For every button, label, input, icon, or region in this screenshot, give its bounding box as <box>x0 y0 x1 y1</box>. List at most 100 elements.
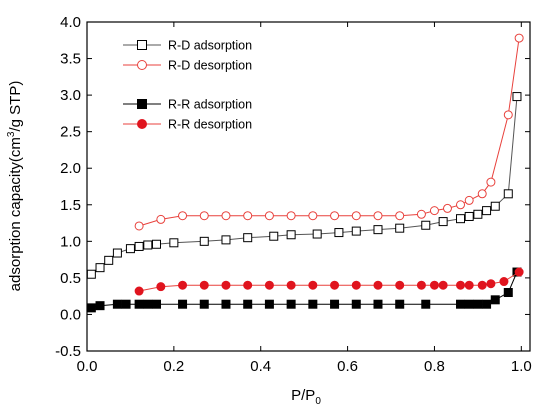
data-point-r-r-desorption <box>330 280 340 290</box>
data-point-r-r-adsorption <box>421 299 431 309</box>
data-point-r-r-adsorption <box>178 299 188 309</box>
y-axis-title-superscript: 3 <box>6 131 17 137</box>
data-point-r-r-adsorption <box>134 299 144 309</box>
data-point-r-d-desorption <box>221 211 231 221</box>
data-point-r-r-desorption <box>464 280 474 290</box>
legend-item-r-r-adsorption: R-R adsorption <box>123 98 252 112</box>
data-point-r-d-desorption <box>286 211 296 221</box>
data-point-r-r-desorption <box>308 280 318 290</box>
data-point-r-r-desorption <box>199 280 209 290</box>
data-point-r-d-adsorption <box>112 248 122 258</box>
data-point-r-r-adsorption <box>351 299 361 309</box>
data-point-r-r-desorption <box>351 280 361 290</box>
y-tick-label: 1.0 <box>60 233 81 250</box>
data-point-r-d-desorption <box>514 33 524 43</box>
data-point-r-d-desorption <box>503 110 513 120</box>
data-point-r-r-desorption <box>286 280 296 290</box>
series-r-d-adsorption <box>86 92 522 279</box>
data-point-r-r-adsorption <box>286 299 296 309</box>
data-point-r-r-desorption <box>499 277 509 287</box>
x-tick-label: 0.0 <box>77 358 98 375</box>
data-point-r-d-adsorption <box>334 228 344 238</box>
data-point-r-r-adsorption <box>330 299 340 309</box>
data-point-r-r-desorption <box>134 286 144 296</box>
data-point-r-d-adsorption <box>243 233 253 243</box>
data-point-r-d-desorption <box>373 211 383 221</box>
data-point-r-d-desorption <box>442 203 452 213</box>
data-point-r-r-desorption <box>178 280 188 290</box>
axis-ticks: 0.0 0.2 0.4 0.6 0.8 1.0-0.50.00.51.01.52.02.5… <box>55 14 532 375</box>
data-point-r-d-adsorption <box>482 206 492 216</box>
data-point-r-d-adsorption <box>473 209 483 219</box>
y-tick-label: 4.0 <box>60 14 81 31</box>
data-point-r-d-adsorption <box>312 229 322 239</box>
series-line-r-d-desorption <box>138 38 520 227</box>
plot-frame <box>86 21 531 352</box>
data-point-r-d-adsorption <box>373 225 383 235</box>
data-point-r-d-adsorption <box>512 92 522 102</box>
data-point-r-r-desorption <box>395 280 405 290</box>
data-point-r-d-desorption <box>486 177 496 187</box>
y-tick-label: 3.0 <box>60 87 81 104</box>
data-point-r-r-adsorption <box>308 299 318 309</box>
legend-label: R-R desorption <box>168 118 252 132</box>
data-point-r-r-adsorption <box>121 299 131 309</box>
data-point-r-d-adsorption <box>286 230 296 240</box>
data-point-r-d-desorption <box>351 211 361 221</box>
data-point-r-d-desorption <box>243 211 253 221</box>
data-point-r-r-desorption <box>373 280 383 290</box>
data-point-r-d-desorption <box>416 209 426 219</box>
data-point-r-r-adsorption <box>395 299 405 309</box>
data-point-r-d-desorption <box>464 195 474 205</box>
data-point-r-r-adsorption <box>86 303 96 313</box>
data-point-r-d-adsorption <box>421 220 431 230</box>
data-point-r-d-adsorption <box>199 236 209 246</box>
data-point-r-d-adsorption <box>151 239 161 249</box>
legend: R-D adsorption R-D desorption R-R adsorpti… <box>123 39 252 132</box>
data-point-r-r-adsorption <box>143 299 153 309</box>
x-tick-label: 0.2 <box>163 358 184 375</box>
legend-label: R-D adsorption <box>168 39 252 53</box>
data-point-r-d-adsorption <box>104 255 114 265</box>
data-point-r-d-adsorption <box>169 238 179 248</box>
data-point-r-r-adsorption <box>243 299 253 309</box>
data-point-r-d-desorption <box>395 211 405 221</box>
data-point-r-d-adsorption <box>143 240 153 250</box>
data-point-r-d-adsorption <box>503 189 513 199</box>
y-tick-label: 2.0 <box>60 160 81 177</box>
y-tick-label: -0.5 <box>55 343 81 360</box>
x-tick-label: 1.0 <box>511 358 532 375</box>
series-line-r-r-desorption <box>139 271 520 292</box>
data-point-r-d-adsorption <box>456 214 466 224</box>
y-axis-title: adsorption capacity(cm3/g STP) <box>6 81 24 292</box>
data-point-r-d-desorption <box>199 211 209 221</box>
legend-item-r-d-adsorption: R-D adsorption <box>123 39 252 53</box>
data-point-r-d-desorption <box>308 211 318 221</box>
data-point-r-r-adsorption <box>373 299 383 309</box>
y-tick-label: 0.5 <box>60 270 81 287</box>
legend-marker <box>137 99 147 109</box>
data-point-r-r-adsorption <box>199 299 209 309</box>
data-point-r-d-desorption <box>456 200 466 210</box>
data-point-r-d-adsorption <box>125 244 135 254</box>
data-point-r-d-adsorption <box>221 235 231 245</box>
legend-marker <box>137 119 147 129</box>
data-point-r-r-desorption <box>429 280 439 290</box>
legend-item-r-r-desorption: R-R desorption <box>123 118 252 132</box>
data-point-r-r-desorption <box>416 280 426 290</box>
data-point-r-d-adsorption <box>134 241 144 251</box>
data-point-r-d-desorption <box>330 211 340 221</box>
data-point-r-r-adsorption <box>482 299 492 309</box>
legend-label: R-R adsorption <box>168 98 252 112</box>
data-point-r-r-adsorption <box>264 299 274 309</box>
series-r-r-adsorption <box>86 267 522 313</box>
data-point-r-r-adsorption <box>490 295 500 305</box>
series-layer <box>86 33 524 313</box>
x-axis-title-subscript: 0 <box>315 396 321 407</box>
data-point-r-d-adsorption <box>86 269 96 279</box>
y-tick-label: 3.5 <box>60 51 81 68</box>
legend-item-r-d-desorption: R-D desorption <box>123 59 252 73</box>
x-tick-label: 0.6 <box>337 358 358 375</box>
data-point-r-d-adsorption <box>95 263 105 273</box>
